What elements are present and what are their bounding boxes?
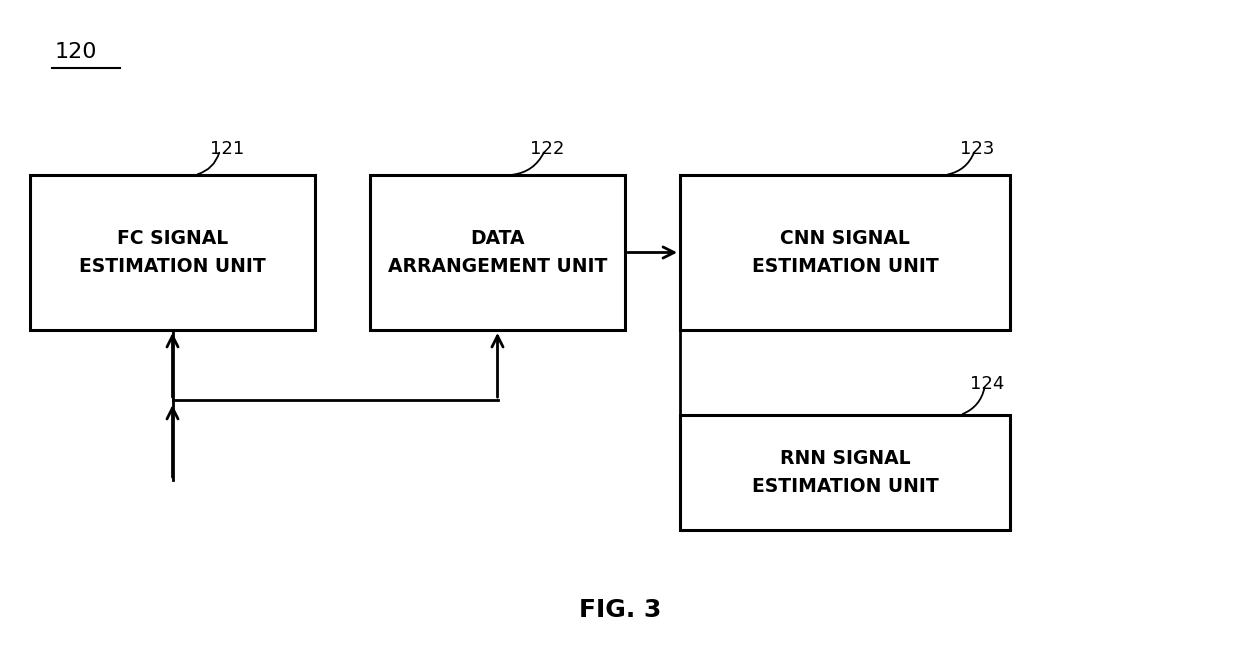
Text: CNN SIGNAL
ESTIMATION UNIT: CNN SIGNAL ESTIMATION UNIT <box>751 229 939 276</box>
Text: 122: 122 <box>529 140 564 158</box>
Bar <box>680 175 1011 330</box>
Bar <box>680 415 1011 530</box>
Text: RNN SIGNAL
ESTIMATION UNIT: RNN SIGNAL ESTIMATION UNIT <box>751 449 939 496</box>
Text: 121: 121 <box>210 140 244 158</box>
Text: FIG. 3: FIG. 3 <box>579 598 661 622</box>
Text: 123: 123 <box>960 140 994 158</box>
Text: DATA
ARRANGEMENT UNIT: DATA ARRANGEMENT UNIT <box>388 229 608 276</box>
Text: FC SIGNAL
ESTIMATION UNIT: FC SIGNAL ESTIMATION UNIT <box>79 229 265 276</box>
Bar <box>30 175 315 330</box>
Bar <box>370 175 625 330</box>
Text: 124: 124 <box>970 375 1004 393</box>
Text: 120: 120 <box>55 42 98 62</box>
